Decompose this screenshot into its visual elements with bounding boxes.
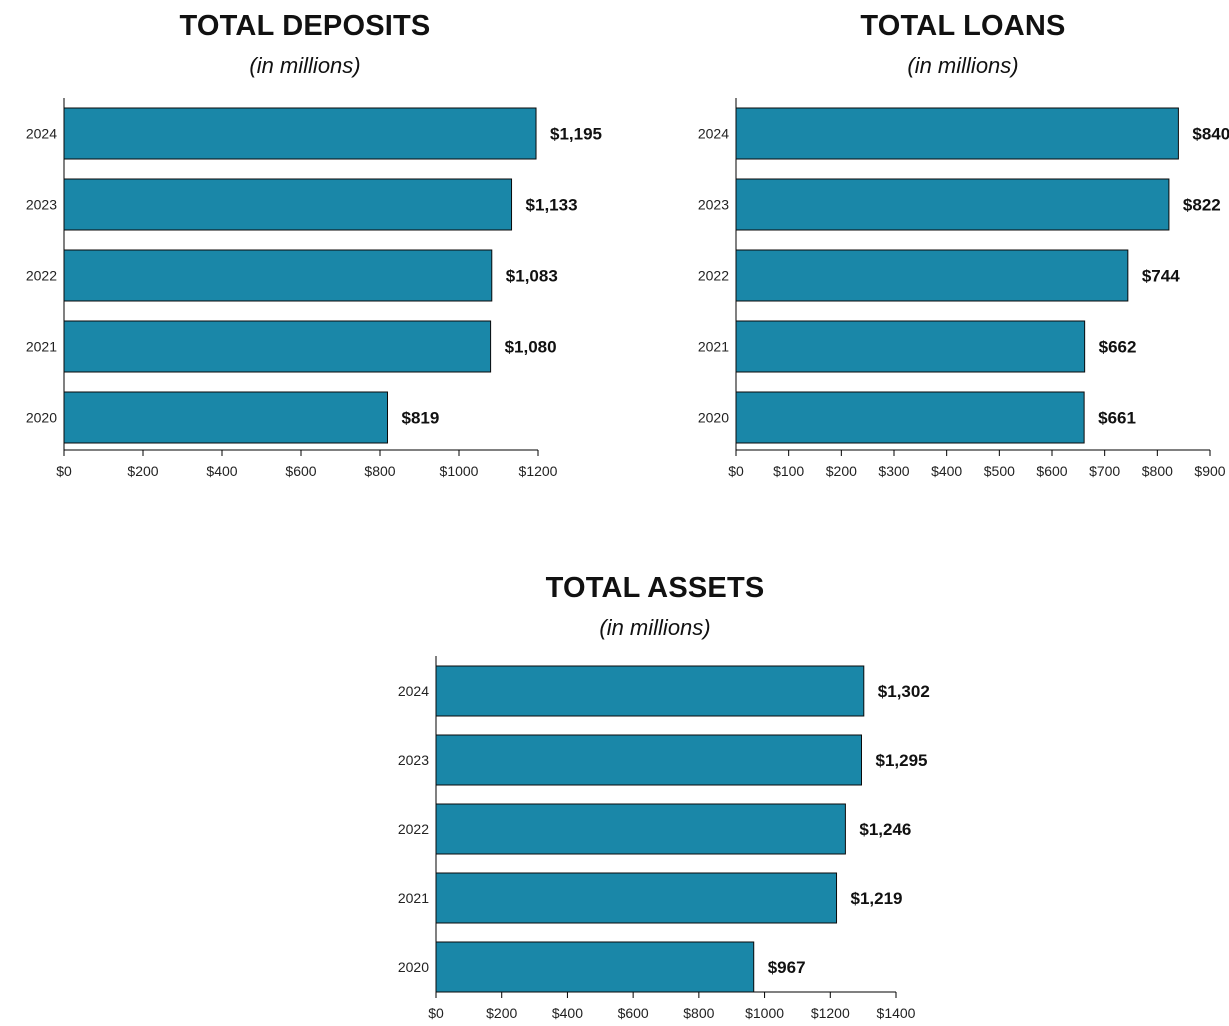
value-label: $822 — [1183, 196, 1221, 215]
x-tick-label: $1400 — [877, 1005, 916, 1021]
deposits-chart: TOTAL DEPOSITS (in millions) $0 $200 $400 $… — [0, 0, 610, 480]
value-label: $1,080 — [505, 338, 557, 357]
x-tick-label: $500 — [984, 463, 1015, 479]
category-label: 2022 — [698, 268, 729, 284]
value-label: $1,295 — [876, 751, 928, 770]
value-label: $819 — [402, 409, 440, 428]
chart-subtitle: (in millions) — [907, 53, 1019, 78]
bar-2021 — [435, 872, 838, 924]
x-tick-label: $0 — [56, 463, 72, 479]
bar-2023 — [435, 734, 862, 786]
value-label: $1,083 — [506, 267, 558, 286]
category-label: 2020 — [398, 959, 429, 975]
deposits-plot: $0 $200 $400 $600 $800 $1000 $1200 2024 $1,195 20… — [26, 98, 602, 479]
loans-chart: TOTAL LOANS (in millions) $0 $100 $200 $300… — [610, 0, 1229, 480]
category-label: 2022 — [398, 821, 429, 837]
bar-2022 — [435, 803, 846, 855]
x-tick-label: $400 — [552, 1005, 583, 1021]
category-label: 2021 — [698, 339, 729, 355]
bar-2021 — [63, 320, 492, 373]
x-tick-label: $600 — [618, 1005, 649, 1021]
category-label: 2020 — [26, 410, 57, 426]
bar-2024 — [735, 107, 1179, 160]
assets-chart: TOTAL ASSETS (in millions) $0 $200 $400 $60… — [300, 560, 1010, 1026]
chart-subtitle: (in millions) — [599, 615, 711, 640]
bar-2024 — [63, 107, 537, 160]
x-tick-label: $1000 — [745, 1005, 784, 1021]
value-label: $840 — [1192, 125, 1229, 144]
category-label: 2024 — [398, 683, 429, 699]
x-tick-label: $900 — [1194, 463, 1225, 479]
bar-2022 — [63, 249, 493, 302]
bar-2020 — [63, 391, 389, 444]
x-tick-label: $200 — [826, 463, 857, 479]
x-tick-label: $1200 — [811, 1005, 850, 1021]
category-label: 2024 — [698, 126, 729, 142]
value-label: $967 — [768, 958, 806, 977]
category-label: 2022 — [26, 268, 57, 284]
x-tick-label: $0 — [728, 463, 744, 479]
chart-title: TOTAL ASSETS — [545, 572, 765, 604]
bar-2024 — [435, 665, 865, 717]
bar-2023 — [63, 178, 513, 231]
category-label: 2023 — [398, 752, 429, 768]
value-label: $1,195 — [550, 125, 602, 144]
category-label: 2021 — [398, 890, 429, 906]
x-tick-label: $700 — [1089, 463, 1120, 479]
x-tick-label: $1200 — [519, 463, 558, 479]
value-label: $744 — [1142, 267, 1180, 286]
x-tick-label: $0 — [428, 1005, 444, 1021]
bar-2020 — [735, 391, 1085, 444]
chart-subtitle: (in millions) — [249, 53, 361, 78]
x-tick-label: $200 — [127, 463, 158, 479]
x-tick-label: $600 — [285, 463, 316, 479]
bar-2021 — [735, 320, 1086, 373]
bar-2022 — [735, 249, 1129, 302]
x-tick-label: $800 — [1142, 463, 1173, 479]
x-tick-label: $1000 — [440, 463, 479, 479]
category-label: 2024 — [26, 126, 57, 142]
x-tick-label: $800 — [364, 463, 395, 479]
value-label: $1,246 — [859, 820, 911, 839]
category-label: 2023 — [26, 197, 57, 213]
loans-plot: $0 $100 $200 $300 $400 $500 $600 $700 $800 $900 20… — [698, 98, 1229, 479]
value-label: $1,302 — [878, 682, 930, 701]
x-tick-label: $300 — [878, 463, 909, 479]
chart-title: TOTAL DEPOSITS — [179, 10, 431, 42]
category-label: 2023 — [698, 197, 729, 213]
value-label: $661 — [1098, 409, 1136, 428]
bar-2023 — [735, 178, 1170, 231]
value-label: $1,219 — [851, 889, 903, 908]
x-tick-label: $100 — [773, 463, 804, 479]
category-label: 2021 — [26, 339, 57, 355]
x-tick-label: $400 — [206, 463, 237, 479]
x-tick-label: $200 — [486, 1005, 517, 1021]
category-label: 2020 — [698, 410, 729, 426]
assets-plot: $0 $200 $400 $600 $800 $1000 $1200 $1400 2024 $1,… — [398, 656, 930, 1021]
value-label: $662 — [1099, 338, 1137, 357]
value-label: $1,133 — [526, 196, 578, 215]
x-tick-label: $400 — [931, 463, 962, 479]
bar-2020 — [435, 941, 755, 993]
x-tick-label: $600 — [1036, 463, 1067, 479]
x-tick-label: $800 — [683, 1005, 714, 1021]
chart-title: TOTAL LOANS — [860, 10, 1066, 42]
